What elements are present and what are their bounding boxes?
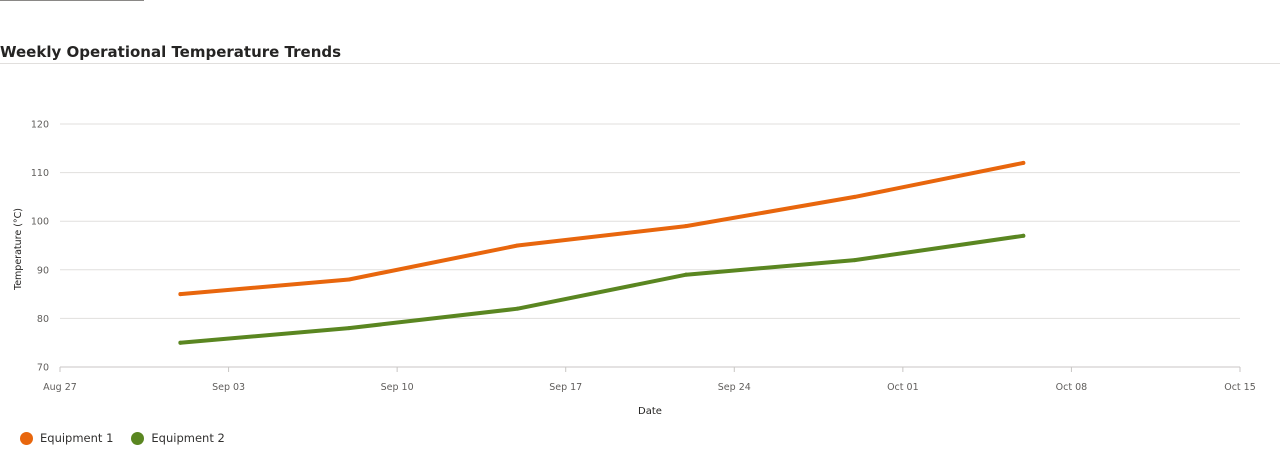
y-tick-label: 80	[37, 314, 49, 325]
legend-swatch	[20, 431, 33, 445]
y-tick-label: 90	[37, 265, 49, 276]
y-tick-label: 120	[31, 120, 49, 131]
chart-legend: Equipment 1 Equipment 2	[20, 431, 225, 445]
x-tick-label: Sep 24	[718, 382, 751, 393]
legend-item-2[interactable]: Equipment 2	[131, 431, 225, 445]
x-axis-label: Date	[638, 406, 662, 417]
data-point	[684, 272, 689, 277]
grid-lines	[60, 123, 1240, 368]
series-lines	[178, 160, 1026, 345]
data-point	[852, 258, 857, 263]
data-point	[178, 292, 183, 297]
y-tick-label: 110	[31, 168, 49, 179]
title-divider	[0, 63, 1280, 64]
x-tick-label: Sep 03	[212, 382, 245, 393]
legend-label: Equipment 1	[40, 431, 114, 445]
x-tick-label: Sep 10	[381, 382, 414, 393]
x-tick-label: Aug 27	[43, 382, 77, 393]
data-point	[178, 340, 183, 345]
x-tick-label: Sep 17	[549, 382, 582, 393]
data-point	[1021, 233, 1026, 238]
y-axis-label: Temperature (°C)	[13, 208, 24, 291]
data-point	[515, 306, 520, 311]
data-point	[346, 277, 351, 282]
top-divider	[0, 0, 144, 1]
x-tick-label: Oct 08	[1056, 382, 1088, 393]
legend-item-1[interactable]: Equipment 1	[20, 431, 113, 445]
data-point	[515, 243, 520, 248]
data-point	[684, 224, 689, 229]
legend-label: Equipment 2	[151, 431, 225, 445]
series-line-1	[178, 160, 1026, 297]
series-line-2	[178, 233, 1026, 345]
x-tick-label: Oct 01	[887, 382, 919, 393]
data-point	[1021, 160, 1026, 165]
legend-swatch	[131, 431, 145, 445]
chart-title: Weekly Operational Temperature Trends	[0, 43, 342, 61]
x-axis-ticks: Aug 27 Sep 03 Sep 10 Sep 17 Sep 24 Oct 01 Oct …	[43, 367, 1256, 393]
y-axis-ticks: 70 80 90 100 110 120	[31, 120, 49, 374]
data-point	[346, 326, 351, 331]
y-tick-label: 70	[37, 363, 49, 374]
x-tick-label: Oct 15	[1224, 382, 1256, 393]
y-tick-label: 100	[31, 217, 49, 228]
data-point	[852, 194, 857, 199]
